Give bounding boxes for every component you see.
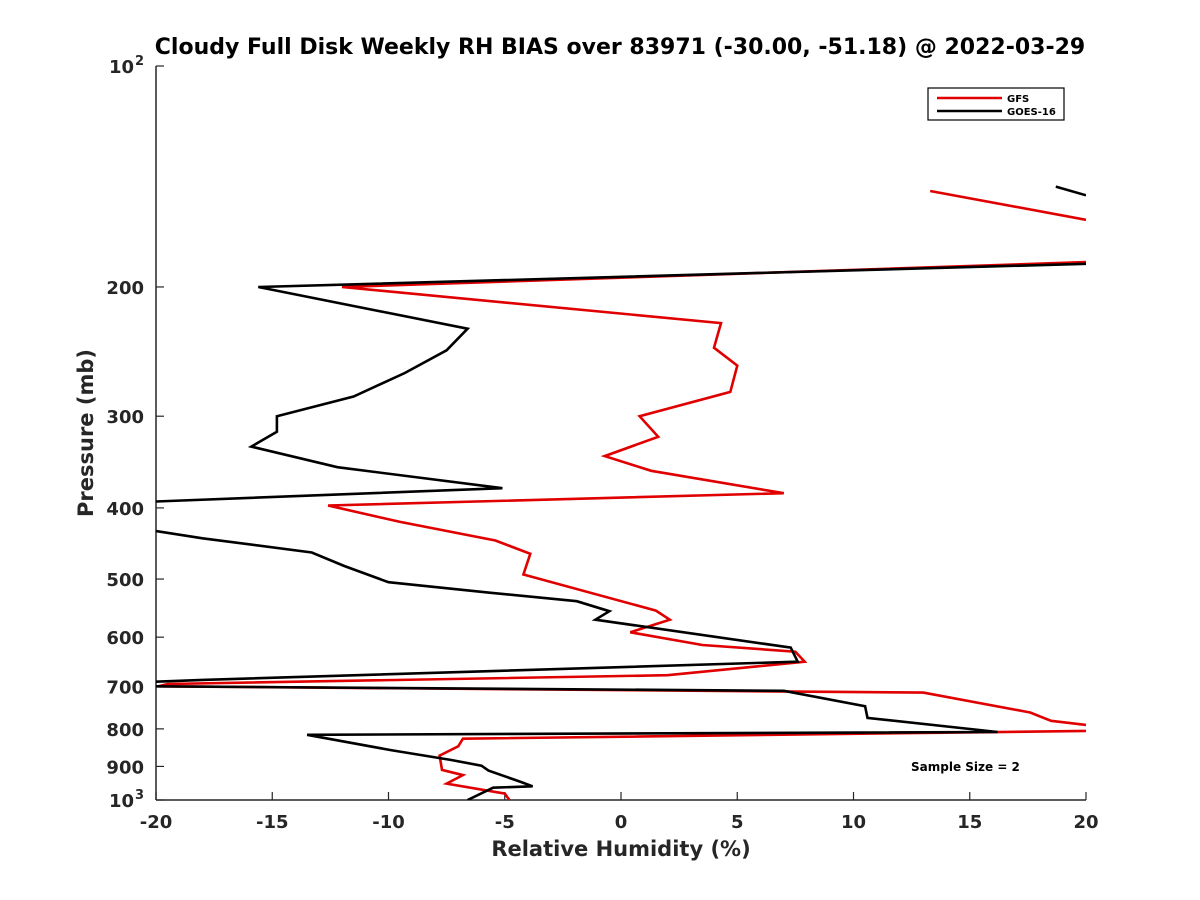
chart-title: Cloudy Full Disk Weekly RH BIAS over 839… — [155, 35, 1085, 60]
series-line — [156, 529, 800, 683]
legend-box — [927, 87, 1065, 121]
x-tick-label: -10 — [372, 812, 405, 833]
x-tick-label: -20 — [140, 812, 173, 833]
x-tick-label: 15 — [957, 812, 982, 833]
sample-size-annotation: Sample Size = 2 — [911, 760, 1020, 774]
y-tick-label: 10 — [109, 791, 134, 812]
y-tick-label: 10 — [109, 57, 134, 78]
y-axis-label: Pressure (mb) — [74, 349, 98, 517]
legend: GFS GOES-16 — [927, 87, 1065, 121]
series-goes-16 — [156, 185, 1086, 800]
series-line — [156, 262, 1086, 503]
y-tick-label: 700 — [106, 677, 144, 698]
series-layer — [156, 185, 1086, 800]
y-tick-label: 200 — [106, 278, 144, 299]
y-tick-exponent: 2 — [135, 54, 144, 69]
series-line — [1055, 185, 1086, 197]
y-tick-exponent: 3 — [135, 788, 144, 803]
x-tick-label: 10 — [841, 812, 866, 833]
x-tick-label: 5 — [731, 812, 744, 833]
x-axis-label: Relative Humidity (%) — [491, 837, 750, 861]
series-line — [156, 685, 998, 800]
y-tick-label: 800 — [106, 720, 144, 741]
x-tick-label: -5 — [495, 812, 515, 833]
y-tick-label: 900 — [106, 757, 144, 778]
y-tick-label: 400 — [106, 499, 144, 520]
y-tick-label: 500 — [106, 570, 144, 591]
x-tick-label: 20 — [1073, 812, 1098, 833]
y-tick-label: 300 — [106, 407, 144, 428]
x-ticks: -20 -15 -10 -5 0 5 10 15 20 — [140, 792, 1099, 833]
y-tick-label: 600 — [106, 628, 144, 649]
legend-label: GOES-16 — [1007, 107, 1056, 118]
x-tick-label: -15 — [256, 812, 289, 833]
legend-label: GFS — [1007, 94, 1029, 105]
x-tick-label: 0 — [615, 812, 628, 833]
series-line — [929, 189, 1086, 222]
series-line — [157, 260, 1086, 727]
